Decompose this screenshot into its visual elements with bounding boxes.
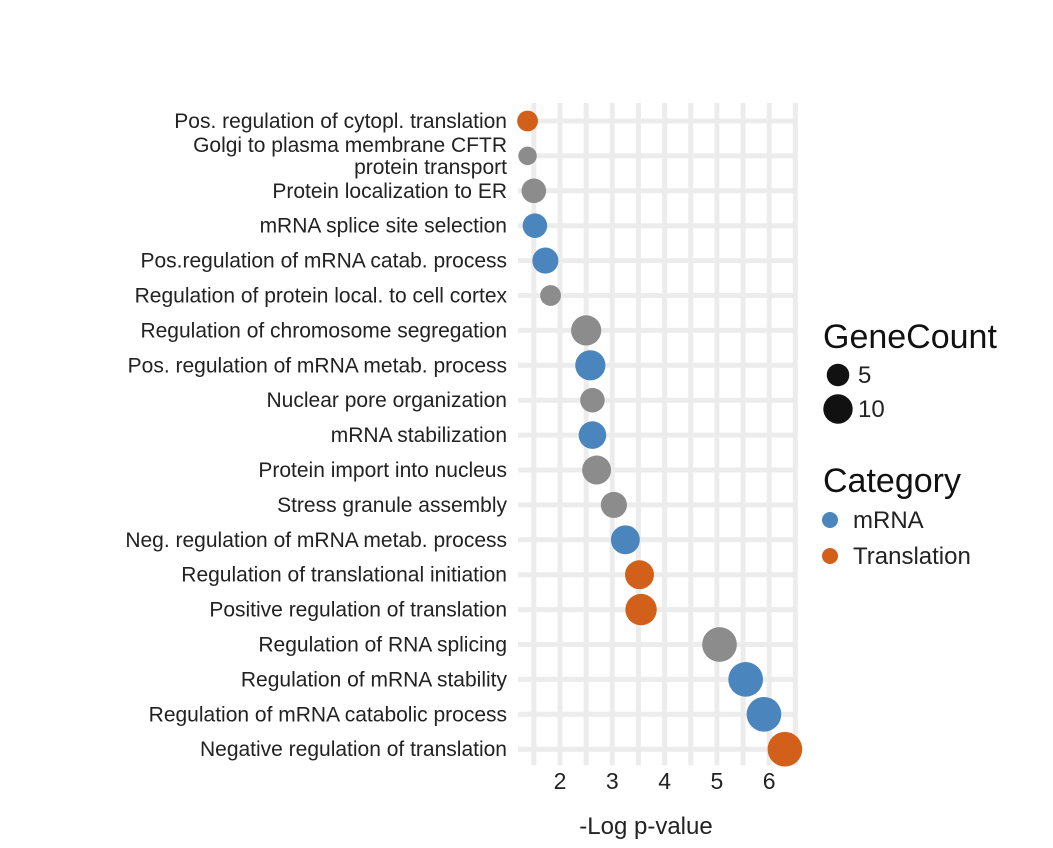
x-tick-label: 5 xyxy=(711,768,724,794)
legend: GeneCount 5 10 Category mRNA Translation xyxy=(822,318,997,570)
y-tick-label: Negative regulation of translation xyxy=(200,738,507,761)
y-tick-label: Regulation of mRNA stability xyxy=(241,668,508,691)
data-point xyxy=(702,627,737,662)
y-tick-label: Pos. regulation of mRNA metab. process xyxy=(128,354,507,377)
y-tick-label: Golgi to plasma membrane CFTR protein tra… xyxy=(193,134,507,179)
y-tick-label: Stress granule assembly xyxy=(277,494,507,517)
x-tick-label: 6 xyxy=(763,768,776,794)
y-tick-label-line: Golgi to plasma membrane CFTR xyxy=(193,134,507,157)
legend-size-label: 10 xyxy=(858,396,885,423)
x-tick-label: 2 xyxy=(554,768,567,794)
data-point xyxy=(600,491,627,518)
y-tick-label: Neg. regulation of mRNA metab. process xyxy=(125,529,507,552)
y-tick-label: Pos.regulation of mRNA catab. process xyxy=(140,250,507,273)
y-tick-label: Regulation of RNA splicing xyxy=(258,634,507,657)
data-point xyxy=(582,455,612,485)
x-tick-label: 4 xyxy=(658,768,671,794)
x-axis-title: -Log p-value xyxy=(579,813,712,840)
data-point xyxy=(532,247,559,274)
x-axis-ticks: 2 3 4 5 6 xyxy=(554,768,776,794)
y-tick-label: Regulation of translational initiation xyxy=(181,564,507,587)
y-tick-label: mRNA stabilization xyxy=(331,424,507,447)
legend-size-title: GeneCount xyxy=(823,318,997,356)
y-tick-label: mRNA splice site selection xyxy=(260,215,507,238)
data-point xyxy=(610,525,640,555)
y-tick-label: Regulation of protein local. to cell cor… xyxy=(135,285,508,308)
data-point xyxy=(767,731,803,767)
data-point xyxy=(521,178,547,204)
y-tick-label-line: protein transport xyxy=(354,156,507,179)
data-points xyxy=(517,110,803,767)
data-point xyxy=(578,421,607,449)
legend-category-label: Translation xyxy=(853,543,971,570)
data-point xyxy=(575,350,606,381)
legend-size-label: 5 xyxy=(858,362,871,389)
grid-lines xyxy=(518,103,798,766)
data-point xyxy=(580,387,605,413)
y-tick-label: Protein import into nucleus xyxy=(258,459,507,482)
legend-size-swatch xyxy=(823,394,853,424)
legend-category-label: mRNA xyxy=(853,507,924,534)
data-point xyxy=(518,146,537,166)
y-tick-label: Pos. regulation of cytopl. translation xyxy=(174,110,507,133)
data-point xyxy=(746,696,782,732)
data-point xyxy=(625,560,654,590)
legend-category-swatch xyxy=(822,548,838,564)
y-tick-label: Regulation of chromosome segregation xyxy=(140,319,507,342)
data-point xyxy=(571,315,602,346)
legend-category-swatch xyxy=(822,512,838,528)
data-point xyxy=(625,593,657,626)
data-point xyxy=(728,662,764,697)
legend-size-swatch xyxy=(826,363,850,387)
legend-category-title: Category xyxy=(823,462,961,500)
x-tick-label: 3 xyxy=(606,768,619,794)
y-tick-label: Regulation of mRNA catabolic process xyxy=(149,703,507,726)
y-axis-labels: Pos. regulation of cytopl. translationGo… xyxy=(125,110,507,761)
data-point xyxy=(517,110,538,132)
data-point xyxy=(540,285,561,306)
y-tick-label: Protein localization to ER xyxy=(272,180,507,203)
y-tick-label: Nuclear pore organization xyxy=(267,389,507,412)
y-tick-label: Positive regulation of translation xyxy=(209,599,507,622)
data-point xyxy=(522,213,548,238)
